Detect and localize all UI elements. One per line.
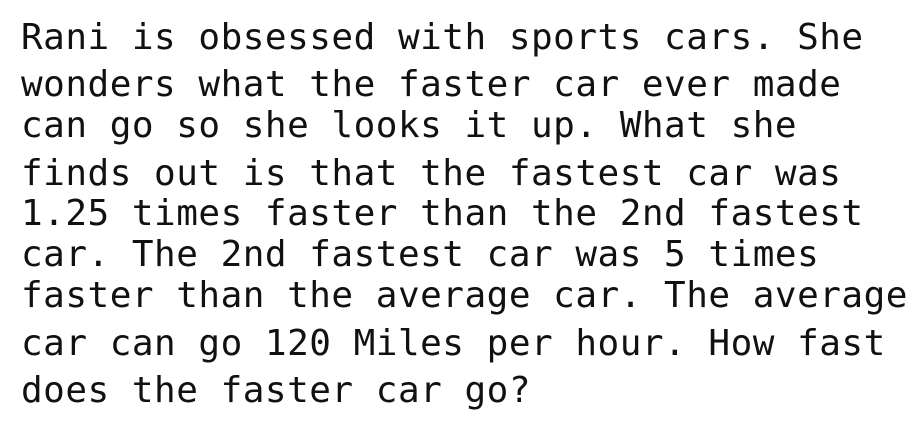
problem-line: faster than the average car. The average [21,275,908,316]
problem-line: does the faster car go? [21,370,531,411]
problem-line: finds out is that the fastest car was [21,153,842,194]
problem-line: car can go 120 Miles per hour. How fast [21,323,886,364]
problem-line: Rani is obsessed with sports cars. She [21,17,864,58]
problem-line: wonders what the faster car ever made [21,64,842,105]
problem-line: car. The 2nd fastest car was 5 times [21,234,820,275]
problem-line: can go so she looks it up. What she [21,105,798,146]
problem-line: 1.25 times faster than the 2nd fastest [21,193,864,234]
